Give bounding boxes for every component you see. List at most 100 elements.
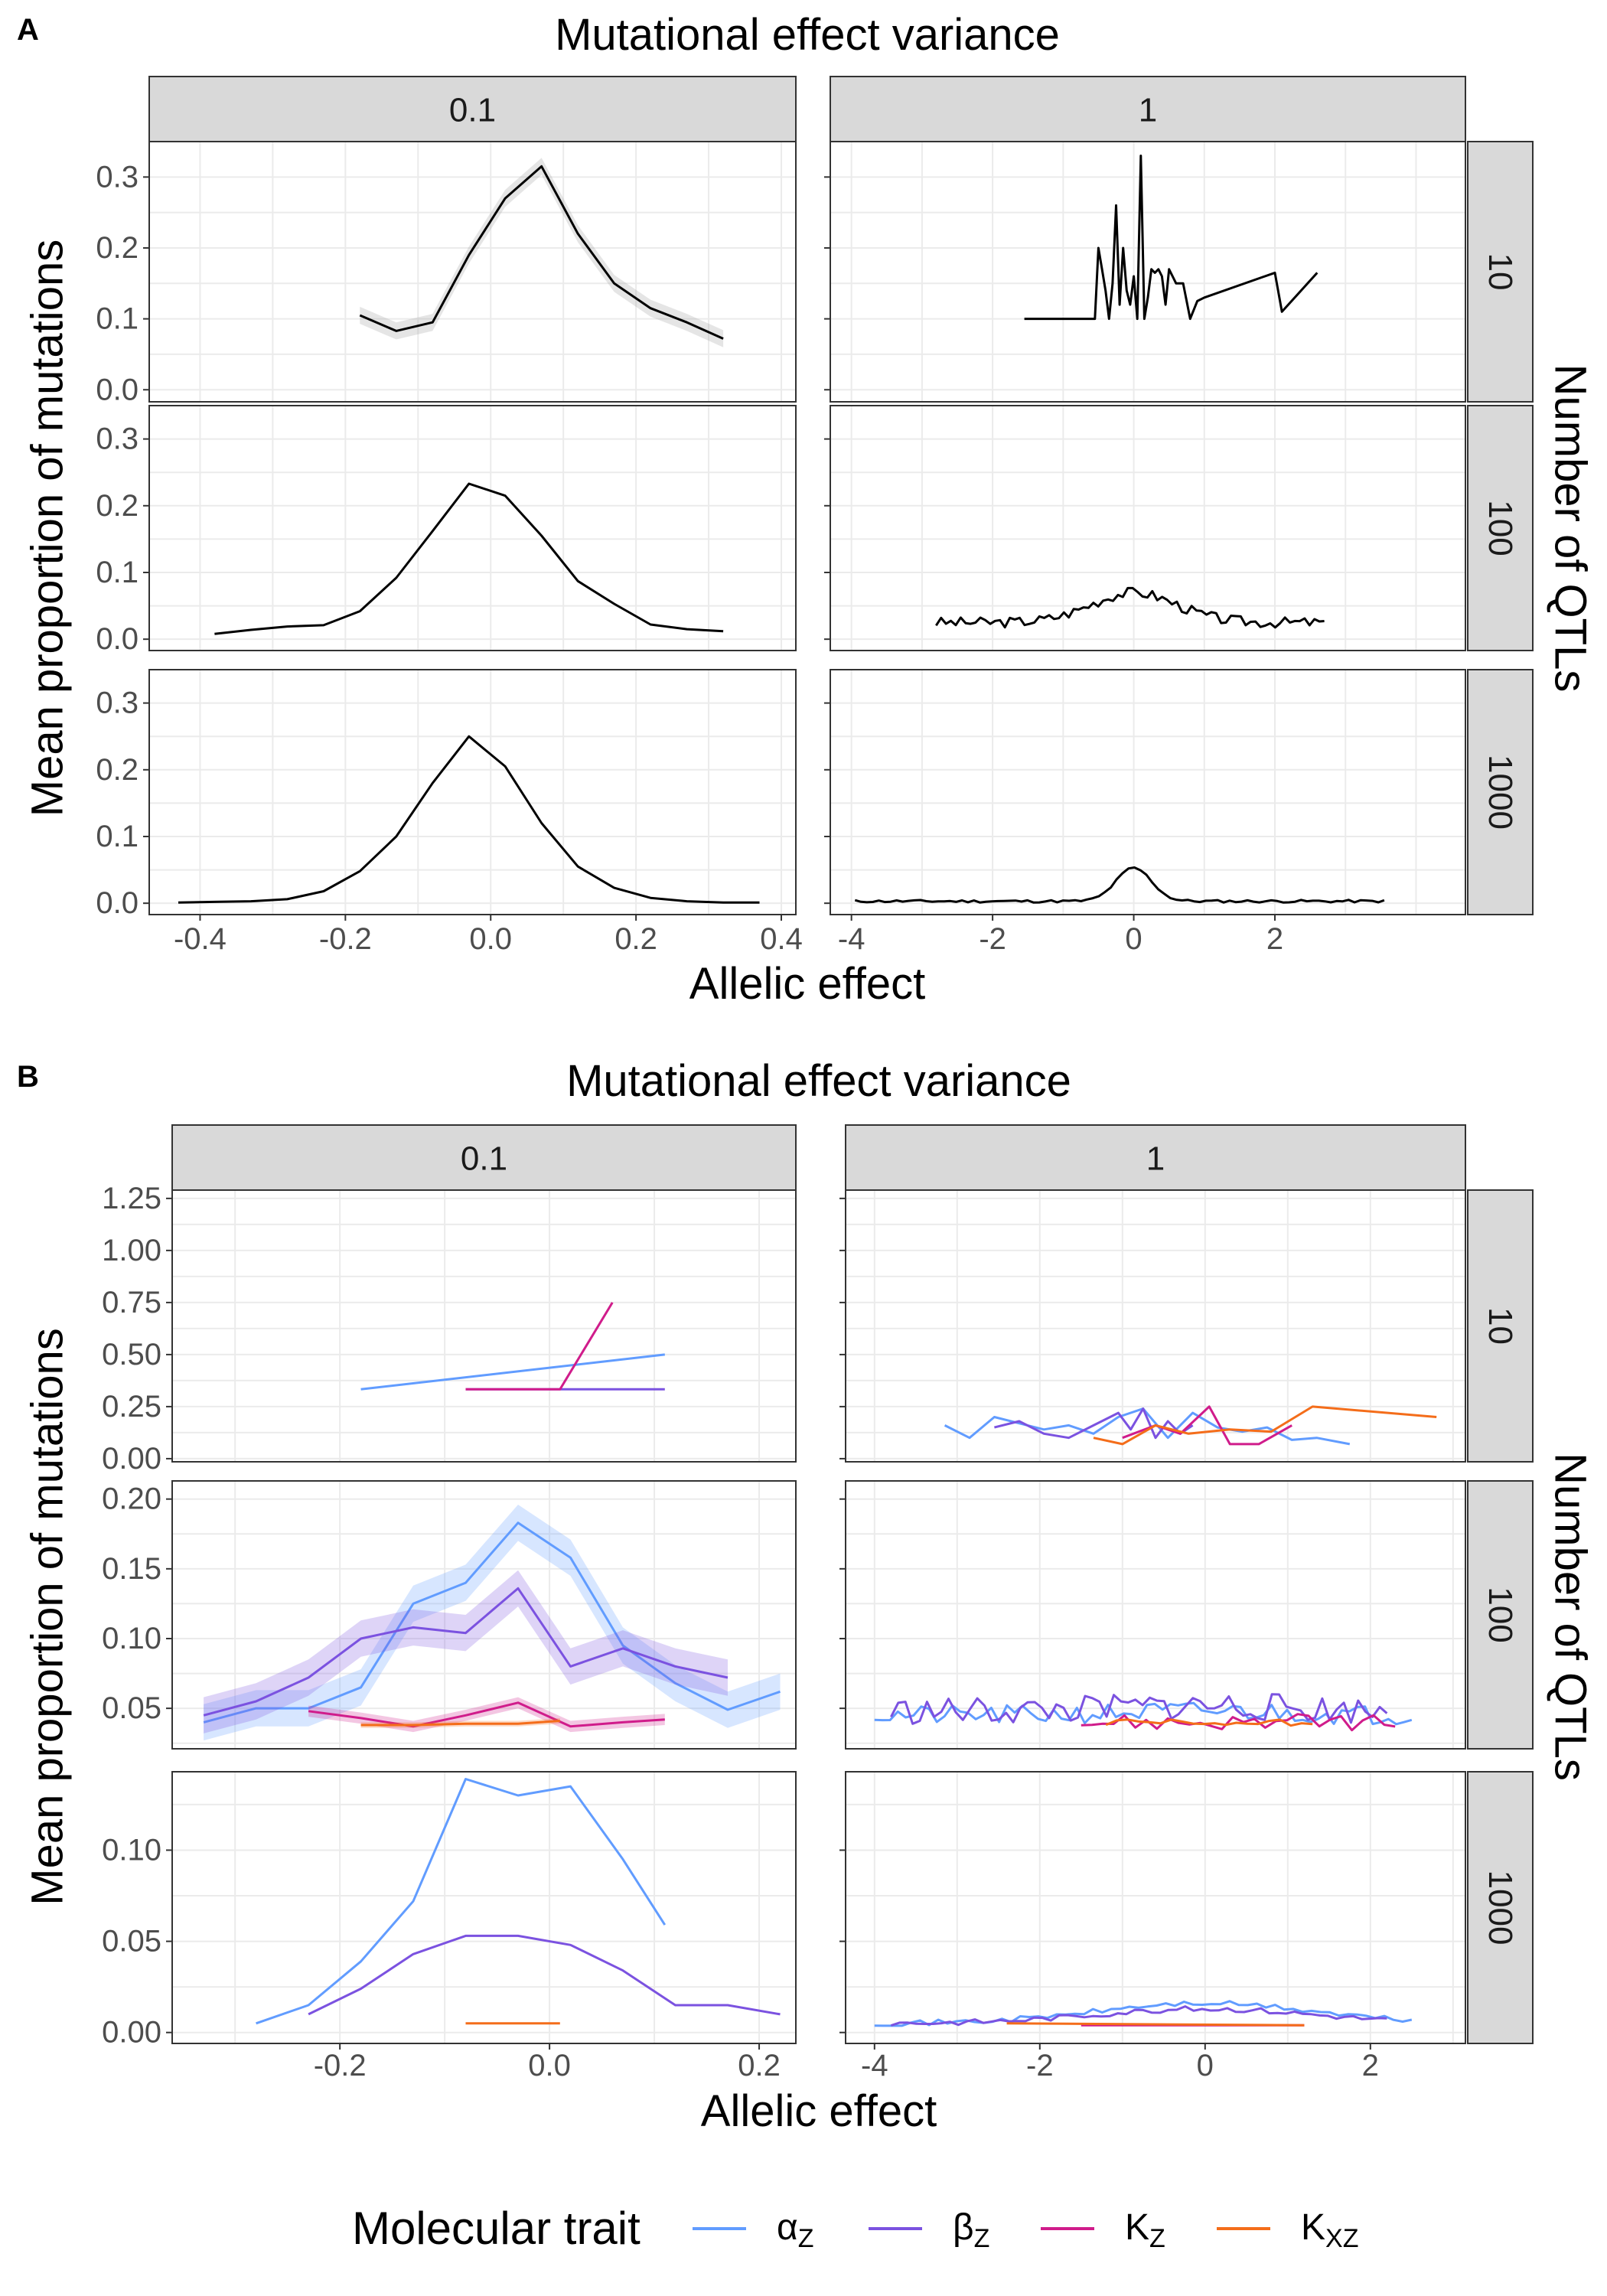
y-tick-label: 0.3 [96,687,139,720]
facet-background [830,406,1465,651]
x-tick-label: 0.2 [738,2049,781,2082]
series-line-K [465,1302,614,1391]
facet-border [171,1189,797,1463]
series-band-all [360,158,724,347]
panel-b-facet-title: Mutational effect variance [566,1056,1071,1106]
panel-b-facet-r2-c1: -4 -2 0 2 [839,1771,1466,2082]
y-tick-label: 0.10 [102,1833,161,1867]
x-tick-label: -4 [838,922,865,956]
series-line-KXZ [1093,1405,1437,1446]
series-line-alpha [874,2000,1413,2027]
x-tick-label: -0.4 [174,922,227,956]
panel-a-row-strip [1467,669,1534,915]
legend-label-beta: βZ [953,2207,989,2253]
facet-background [846,1772,1465,2043]
facet-border [148,405,797,651]
facet-border [171,1480,797,1750]
panel-b-facet-r1-c0: 0.05 0.10 0.15 0.20 [102,1480,797,1750]
y-tick-label: 0.00 [102,2016,161,2050]
series-line-all [854,866,1385,904]
y-tick-label: 0.2 [96,231,139,265]
panel-b-row-strip-label: 1000 [1482,1870,1519,1945]
x-tick-label: 0.2 [614,922,657,956]
x-tick-label: 0.4 [760,922,803,956]
panel-b-col-strip [845,1124,1466,1191]
panel-a-facet-r2-c1: -4 -2 0 2 [824,669,1466,956]
y-tick-label: 0.00 [102,1442,161,1476]
panel-a-row-facet-title: Number of QTLs [1546,364,1596,693]
legend-label-KXZ: KXZ [1301,2207,1358,2253]
legend: Molecular trait αZ βZ KZ KXZ [352,2203,1358,2254]
facet-border [830,669,1466,915]
facet-background [830,142,1465,402]
y-tick-label: 0.0 [96,373,139,406]
panel-a-col-strip-label: 1 [1139,92,1157,129]
legend-label-subscript: Z [974,2224,990,2253]
series-line-K [1081,1713,1396,1732]
panel-a-facet-r1-c0: 0.0 0.1 0.2 0.3 [96,405,797,656]
panel-b-facet-r0-c1 [839,1189,1466,1463]
panel-a-col-strip [830,76,1466,142]
panel-b-row-strip-label: 10 [1482,1307,1519,1345]
panel-b-col-strip-label: 1 [1146,1140,1165,1178]
panel-b-facet-r0-c0: 0.00 0.25 0.50 0.75 1.00 1.25 [102,1182,797,1476]
x-tick-label: 0 [1125,922,1142,956]
facet-border [830,405,1466,651]
x-tick-label: -2 [979,922,1006,956]
panel-b-col-strip [171,1124,797,1191]
panel-a-x-axis-label: Allelic effect [689,959,925,1009]
panel-a-row-strip-label: 10 [1482,253,1519,291]
facet-border [845,1189,1466,1463]
legend-item-K: KZ [1041,2207,1165,2253]
y-tick-label: 0.0 [96,622,139,656]
panel-b-x-axis-label: Allelic effect [701,2086,937,2136]
x-tick-label: 2 [1266,922,1283,956]
y-tick-label: 0.2 [96,753,139,787]
panel-b: B Mutational effect variance 0.1 1 10 100 1000… [17,1056,1596,2136]
x-tick-label: -2 [1026,2049,1054,2082]
y-tick-label: 0.25 [102,1390,161,1424]
panel-b-y-axis-label: Mean proportion of mutations [23,1328,73,1905]
panel-a-facet-r0-c1 [824,141,1466,403]
panel-a-facet-r1-c1 [824,405,1466,651]
facet-background [149,670,796,915]
x-tick-label: -4 [861,2049,888,2082]
y-tick-label: 1.25 [102,1182,161,1215]
series-line-alpha [874,1701,1413,1726]
y-tick-label: 0.0 [96,886,139,920]
facet-background [830,670,1465,915]
facet-background [149,406,796,651]
y-tick-label: 0.20 [102,1482,161,1516]
legend-label-subscript: Z [798,2224,814,2253]
y-tick-label: 0.05 [102,1691,161,1725]
y-tick-label: 1.00 [102,1234,161,1267]
y-tick-label: 0.15 [102,1552,161,1586]
series-line-KXZ [360,1720,560,1727]
legend-label-subscript: XZ [1325,2224,1358,2253]
panel-a-row-strip [1467,141,1534,403]
legend-label-K: KZ [1125,2207,1165,2253]
facet-border [845,1480,1466,1750]
y-tick-label: 0.2 [96,489,139,523]
series-line-beta [994,1407,1194,1440]
facet-border [148,141,797,403]
x-tick-label: -0.2 [319,922,372,956]
series-line-alpha [203,1521,781,1724]
facet-border [148,669,797,915]
facet-border [171,1771,797,2044]
y-tick-label: 0.3 [96,422,139,456]
panel-a-col-strip [148,76,797,142]
y-tick-label: 0.1 [96,556,139,589]
series-band-alpha [204,1505,781,1741]
legend-label-subscript: Z [1149,2224,1165,2253]
panel-b-facet-r2-c0: 0.00 0.05 0.10 -0.2 0.0 0.2 [102,1771,797,2082]
panel-a-col-strip-label: 0.1 [449,92,496,129]
panel-a-facet-r2-c0: 0.0 0.1 0.2 0.3 -0.4 -0.2 0.0 0.2 0.4 [96,669,803,956]
x-tick-label: 2 [1362,2049,1379,2082]
series-line-beta [203,1587,729,1717]
x-tick-label: 0 [1197,2049,1214,2082]
y-tick-label: 0.05 [102,1925,161,1958]
legend-item-KXZ: KXZ [1217,2207,1358,2253]
series-band-beta [204,1570,729,1733]
